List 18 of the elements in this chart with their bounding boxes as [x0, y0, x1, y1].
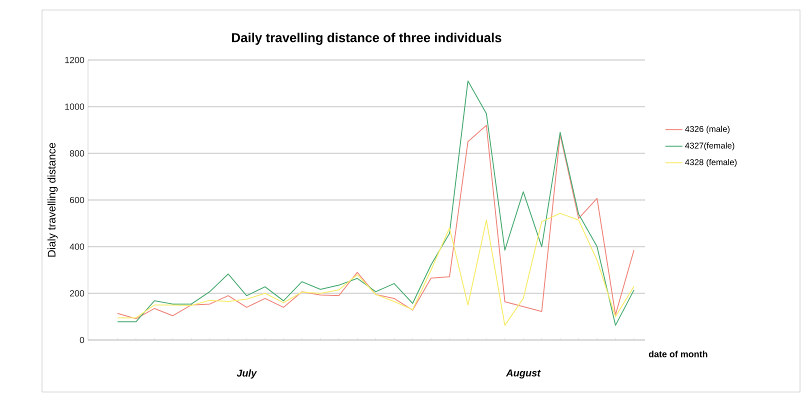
line-series — [117, 80, 634, 326]
chart-title: Daily travelling distance of three individuals — [232, 32, 502, 45]
line-series — [117, 212, 634, 326]
y-tick-label: 200 — [70, 290, 84, 297]
text: July — [236, 369, 257, 379]
y-tick-label: 0 — [80, 336, 84, 344]
x-axis-title: date of month — [648, 350, 708, 358]
text: August — [506, 370, 541, 378]
y-tick-label: 400 — [70, 243, 84, 250]
y-tick-label: 600 — [70, 196, 84, 204]
legend-label: 4326 (male) — [685, 126, 730, 134]
legend-label: 4327(female) — [685, 142, 734, 150]
y-tick-label: 1000 — [65, 103, 84, 110]
legend-label: 4328 (female) — [685, 158, 737, 167]
y-axis-title: Dialy travelling distance — [47, 142, 58, 257]
y-tick-label: 800 — [70, 150, 84, 157]
y-tick-label: 1200 — [65, 56, 84, 64]
line-series — [117, 124, 634, 320]
